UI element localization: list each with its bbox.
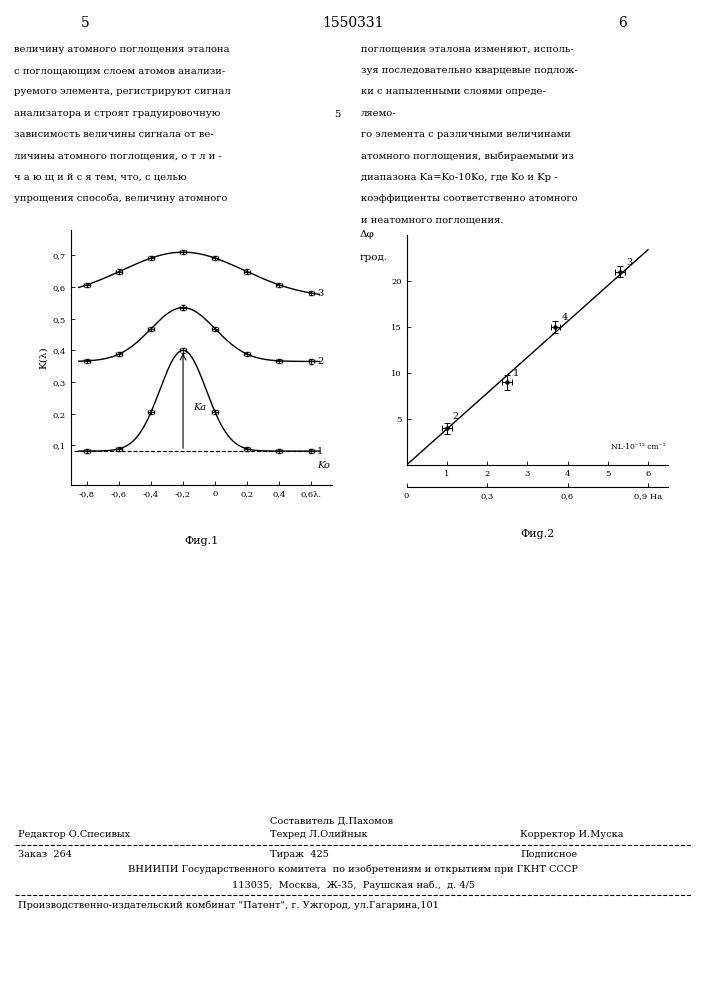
Text: Заказ  264: Заказ 264 [18,850,72,859]
Text: Фиg.2: Фиg.2 [520,529,554,539]
Text: руемого элемента, регистрируют сигнал: руемого элемента, регистрируют сигнал [14,87,231,96]
Text: 1: 1 [317,447,323,456]
Text: 113035,  Москва,  Ж-35,  Раушская наб.,  д. 4/5: 113035, Москва, Ж-35, Раушская наб., д. … [231,880,474,890]
Text: величину атомного поглощения эталона: величину атомного поглощения эталона [14,45,230,54]
Text: Δφ: Δφ [359,230,374,239]
Text: Производственно-издательский комбинат "Патент", г. Ужгород, ул.Гагарина,101: Производственно-издательский комбинат "П… [18,900,439,910]
Text: зуя последовательно кварцевые подлож-: зуя последовательно кварцевые подлож- [361,66,578,75]
Text: грод.: грод. [359,253,387,262]
Text: анализатора и строят градуировочную: анализатора и строят градуировочную [14,109,221,118]
Text: ки с напыленными слоями опреде-: ки с напыленными слоями опреде- [361,87,545,96]
Text: Тираж  425: Тираж 425 [270,850,329,859]
Text: атомного поглощения, выбираемыми из: атомного поглощения, выбираемыми из [361,151,573,161]
Text: и неатомного поглощения.: и неатомного поглощения. [361,215,503,224]
Text: ляемо-: ляемо- [361,109,396,118]
Text: личины атомного поглощения, о т л и -: личины атомного поглощения, о т л и - [14,151,222,160]
Text: Ko: Ko [317,461,330,470]
Text: ВНИИПИ Государственного комитета  по изобретениям и открытиям при ГКНТ СССР: ВНИИПИ Государственного комитета по изоб… [128,865,578,874]
Text: 5: 5 [81,16,89,30]
Text: 3: 3 [317,289,323,298]
Text: Фиg.1: Фиg.1 [185,536,218,546]
Text: с поглощающим слоем атомов анализи-: с поглощающим слоем атомов анализи- [14,66,226,75]
Text: поглощения эталона изменяют, исполь-: поглощения эталона изменяют, исполь- [361,45,573,54]
Text: Редактор О.Спесивых: Редактор О.Спесивых [18,830,130,839]
Text: 2: 2 [317,357,323,366]
Text: Подписное: Подписное [520,850,577,859]
Text: 6: 6 [618,16,626,30]
Text: 4: 4 [561,313,568,322]
Text: Корректор И.Муска: Корректор И.Муска [520,830,624,839]
Text: 5: 5 [334,110,340,119]
Text: 2: 2 [452,412,458,421]
Text: Ka: Ka [193,403,206,412]
Text: го элемента с различными величинами: го элемента с различными величинами [361,130,571,139]
Text: 3: 3 [626,258,632,267]
Text: Техред Л.Олийнык: Техред Л.Олийнык [270,830,368,839]
Text: коэффициенты соответственно атомного: коэффициенты соответственно атомного [361,194,577,203]
Text: упрощения способа, величину атомного: упрощения способа, величину атомного [14,194,228,203]
Y-axis label: K(λ): K(λ) [40,346,48,369]
Text: диапазона Ka=Ko-10Ko, где Ko и Kp -: диапазона Ka=Ko-10Ko, где Ko и Kp - [361,172,557,182]
Text: зависимость величины сигнала от ве-: зависимость величины сигнала от ве- [14,130,214,139]
Text: 1550331: 1550331 [323,16,384,30]
Text: NL·10⁻¹² cm⁻¹: NL·10⁻¹² cm⁻¹ [612,443,666,451]
Text: 1: 1 [513,369,520,378]
Text: Составитель Д.Пахомов: Составитель Д.Пахомов [270,817,393,826]
Text: ч а ю щ и й с я тем, что, с целью: ч а ю щ и й с я тем, что, с целью [14,172,187,182]
